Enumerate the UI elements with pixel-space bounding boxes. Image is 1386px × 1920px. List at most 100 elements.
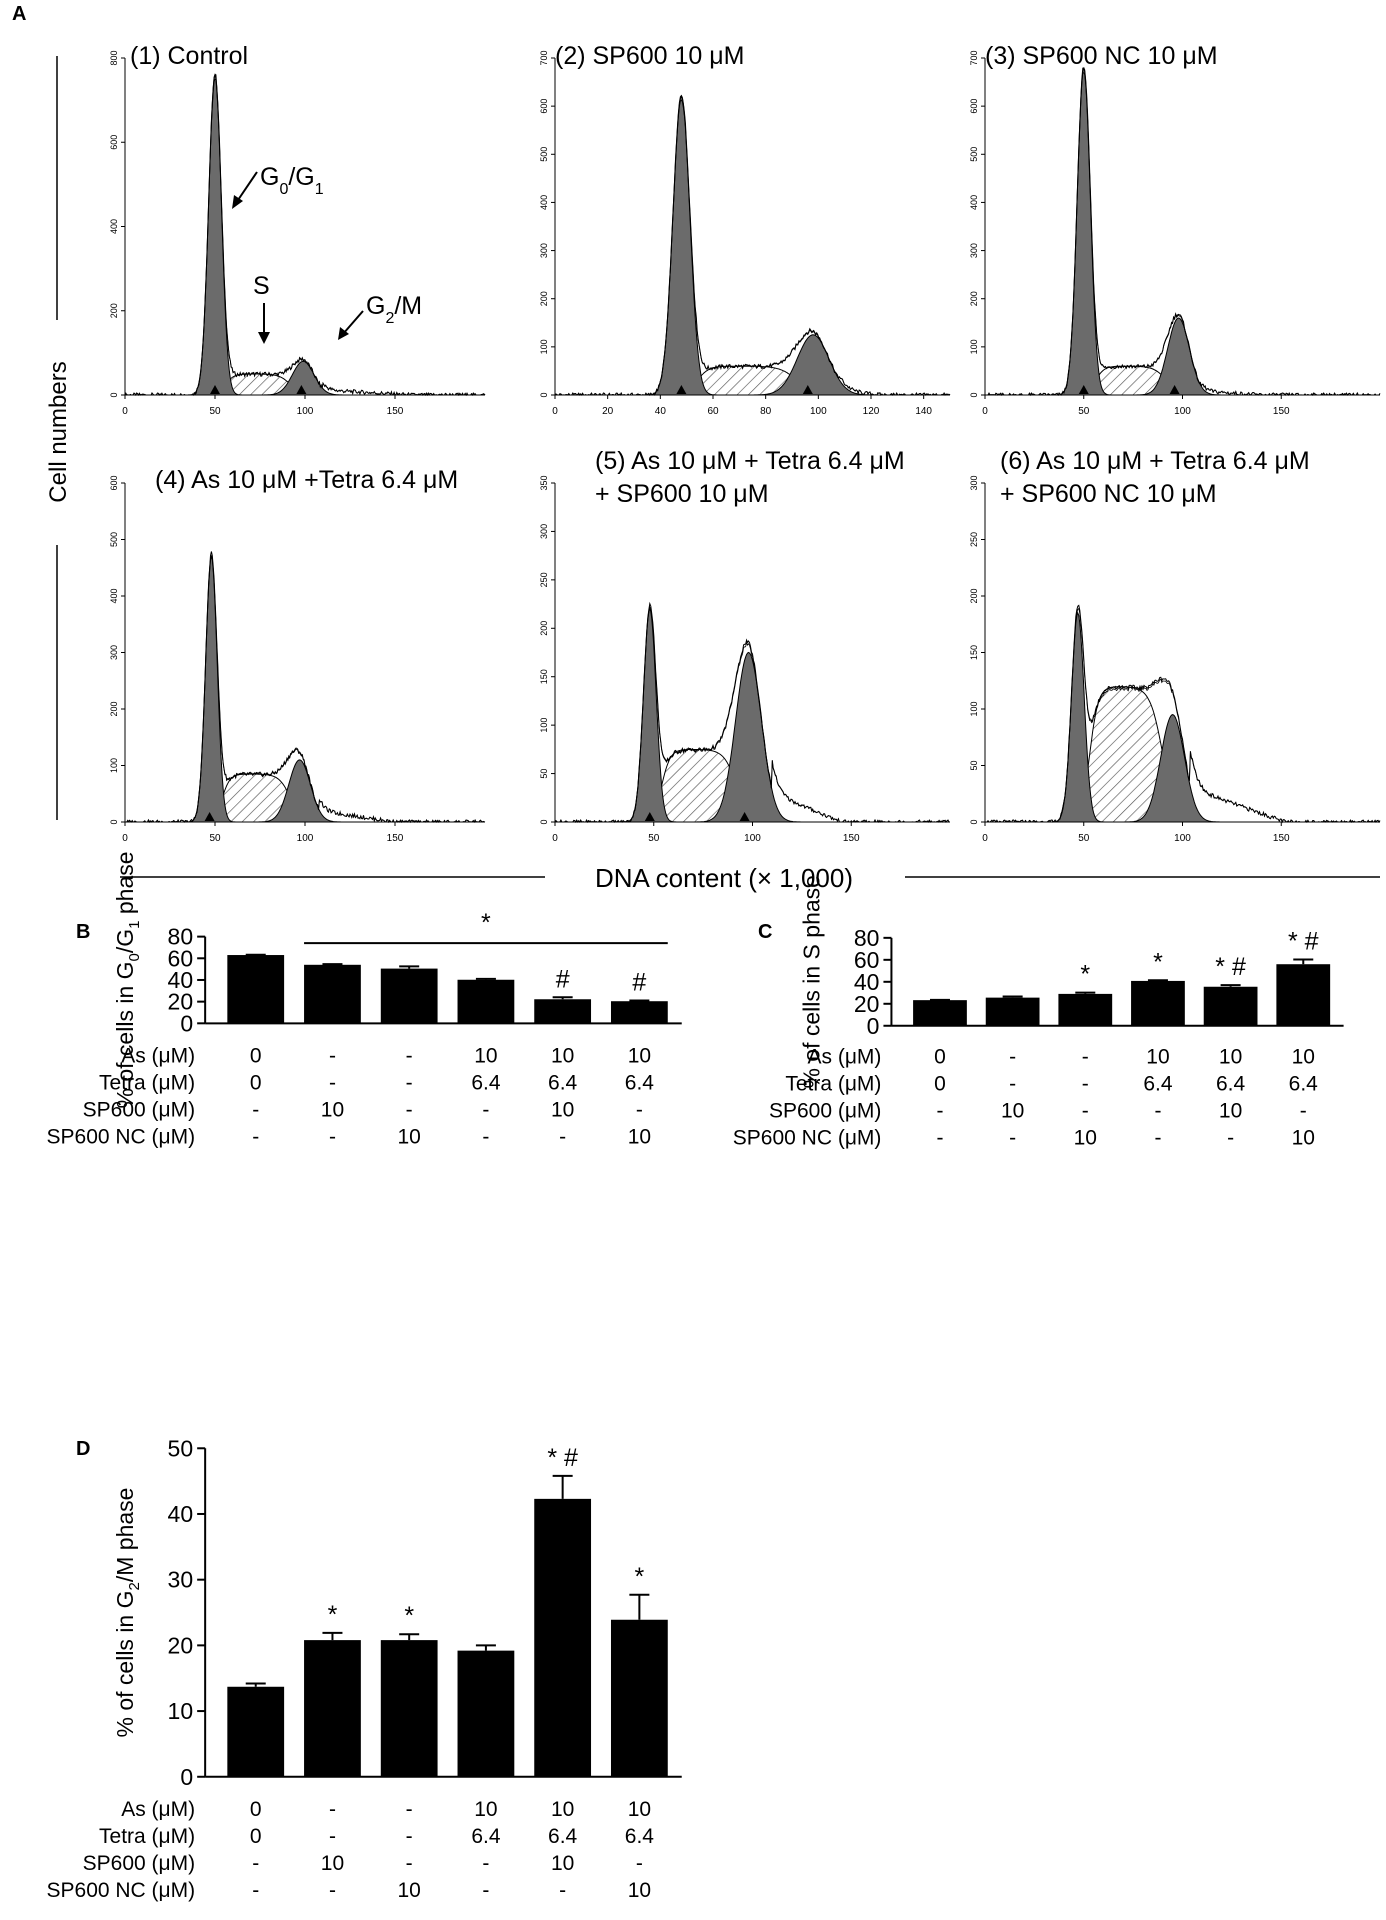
- y-tick-label: 100: [539, 339, 549, 354]
- condition-row-label: SP600 (μM): [83, 1852, 195, 1875]
- condition-value: -: [482, 1125, 489, 1148]
- histogram-title: (5) As 10 μM + Tetra 6.4 μM: [595, 447, 905, 475]
- histogram-title: (4) As 10 μM +Tetra 6.4 μM: [155, 466, 458, 494]
- fit-profile: [985, 607, 1381, 824]
- peak-marker: [296, 385, 307, 394]
- significance-mark: *: [404, 1602, 414, 1630]
- y-axis-label-part: phase: [112, 851, 138, 920]
- peak-marker: [802, 385, 813, 394]
- y-tick-label: 0: [969, 392, 979, 397]
- y-axis-label-part: /G: [112, 929, 138, 953]
- histogram-as-tetra-sp600: 0 50 100 150 200 250 300 350 0 50 100 150 (5) As 10 …: [539, 447, 950, 844]
- y-axis-label-part: 1: [126, 921, 143, 929]
- x-tick-label: 150: [843, 833, 860, 844]
- condition-value: -: [636, 1098, 643, 1121]
- y-tick-label: 50: [539, 769, 549, 779]
- condition-value: -: [1082, 1100, 1089, 1123]
- condition-value: -: [406, 1852, 413, 1875]
- condition-value: -: [482, 1098, 489, 1121]
- condition-value: 10: [628, 1125, 651, 1148]
- dna-content-label: DNA content (× 1,000): [595, 863, 853, 893]
- histogram-control: 0 200 400 600 800 0 50 100 150 (1) Control: [109, 42, 486, 417]
- peak-marker: [204, 812, 215, 821]
- condition-value: -: [406, 1071, 413, 1094]
- histogram-title-line2: + SP600 10 μM: [595, 480, 769, 508]
- g2m-label: G2/M: [366, 292, 422, 327]
- histogram-title-line2: + SP600 NC 10 μM: [1000, 480, 1217, 508]
- g2m-peak: [555, 334, 950, 396]
- y-tick-label: 40: [168, 1501, 194, 1527]
- condition-value: 6.4: [625, 1825, 655, 1848]
- bar: [380, 1640, 438, 1777]
- y-tick-label: 600: [969, 99, 979, 114]
- fit-profile: [985, 72, 1381, 396]
- condition-value: 10: [1292, 1127, 1315, 1150]
- y-tick-label: 500: [109, 532, 119, 547]
- condition-row-label: Tetra (μM): [99, 1071, 195, 1094]
- g2m-peak: [985, 317, 1380, 396]
- condition-value: 0: [250, 1825, 262, 1848]
- y-tick-label: 500: [539, 147, 549, 162]
- s-label: S: [253, 272, 270, 300]
- condition-value: 10: [1001, 1100, 1024, 1123]
- bar: [534, 999, 592, 1024]
- g2m-peak: [555, 651, 950, 823]
- y-tick-label: 50: [168, 1435, 194, 1461]
- x-tick-label: 0: [982, 406, 988, 417]
- x-tick-label: 0: [552, 833, 558, 844]
- condition-value: -: [559, 1125, 566, 1148]
- y-tick-label: 700: [969, 50, 979, 65]
- condition-value: -: [1300, 1100, 1307, 1123]
- y-tick-label: 250: [969, 532, 979, 547]
- condition-value: -: [1154, 1100, 1161, 1123]
- x-tick-label: 150: [387, 833, 404, 844]
- condition-value: 6.4: [471, 1071, 501, 1094]
- y-tick-label: 300: [109, 645, 119, 660]
- condition-row-label: SP600 NC (μM): [733, 1127, 882, 1150]
- condition-value: -: [482, 1879, 489, 1902]
- y-tick-label: 600: [109, 135, 119, 150]
- bar: [1131, 980, 1185, 1026]
- g2m-peak: [985, 714, 1380, 823]
- condition-value: 10: [628, 1798, 651, 1821]
- peak-annotations: G0/G1 S G2/M: [232, 163, 422, 344]
- x-tick-label: 0: [552, 406, 558, 417]
- y-axis-label-part: % of cells in S phase: [798, 875, 824, 1089]
- condition-row-label: As (μM): [121, 1798, 195, 1821]
- significance-mark: * #: [1215, 953, 1246, 981]
- y-tick-label: 300: [539, 524, 549, 539]
- peak-marker: [644, 812, 655, 821]
- condition-value: -: [1009, 1127, 1016, 1150]
- y-tick-label: 20: [168, 989, 194, 1015]
- x-tick-label: 40: [655, 406, 667, 417]
- histogram-as-tetra: 0 100 200 300 400 500 600 0 50 100 150 (4) As 10 μM…: [109, 466, 486, 844]
- y-axis-label: % of cells in G2/M phase: [112, 1488, 143, 1738]
- y-tick-label: 400: [539, 195, 549, 210]
- y-tick-label: 80: [168, 924, 194, 950]
- y-tick-label: 200: [109, 303, 119, 318]
- y-tick-label: 300: [539, 243, 549, 258]
- condition-value: -: [406, 1825, 413, 1848]
- bar: [457, 1650, 515, 1777]
- y-tick-label: 40: [854, 969, 880, 995]
- y-tick-label: 800: [109, 50, 119, 65]
- condition-value: -: [1082, 1046, 1089, 1069]
- condition-value: -: [559, 1879, 566, 1902]
- condition-row-label: Tetra (μM): [785, 1073, 881, 1096]
- condition-value: 10: [1292, 1046, 1315, 1069]
- g2m-arrow: [342, 310, 364, 335]
- y-tick-label: 150: [539, 669, 549, 684]
- x-tick-label: 100: [744, 833, 761, 844]
- histogram-as-tetra-sp600-nc: 0 50 100 150 200 250 300 0 50 100 150 (6) As 10 μM …: [969, 447, 1381, 844]
- significance-mark: *: [328, 1601, 338, 1629]
- significance-mark: *: [635, 1563, 645, 1591]
- condition-value: 10: [321, 1098, 344, 1121]
- fit-profile: [124, 78, 486, 396]
- bar: [534, 1498, 592, 1777]
- condition-value: -: [936, 1127, 943, 1150]
- y-tick-label: 0: [180, 1010, 193, 1036]
- y-tick-label: 350: [539, 475, 549, 490]
- y-tick-label: 100: [539, 718, 549, 733]
